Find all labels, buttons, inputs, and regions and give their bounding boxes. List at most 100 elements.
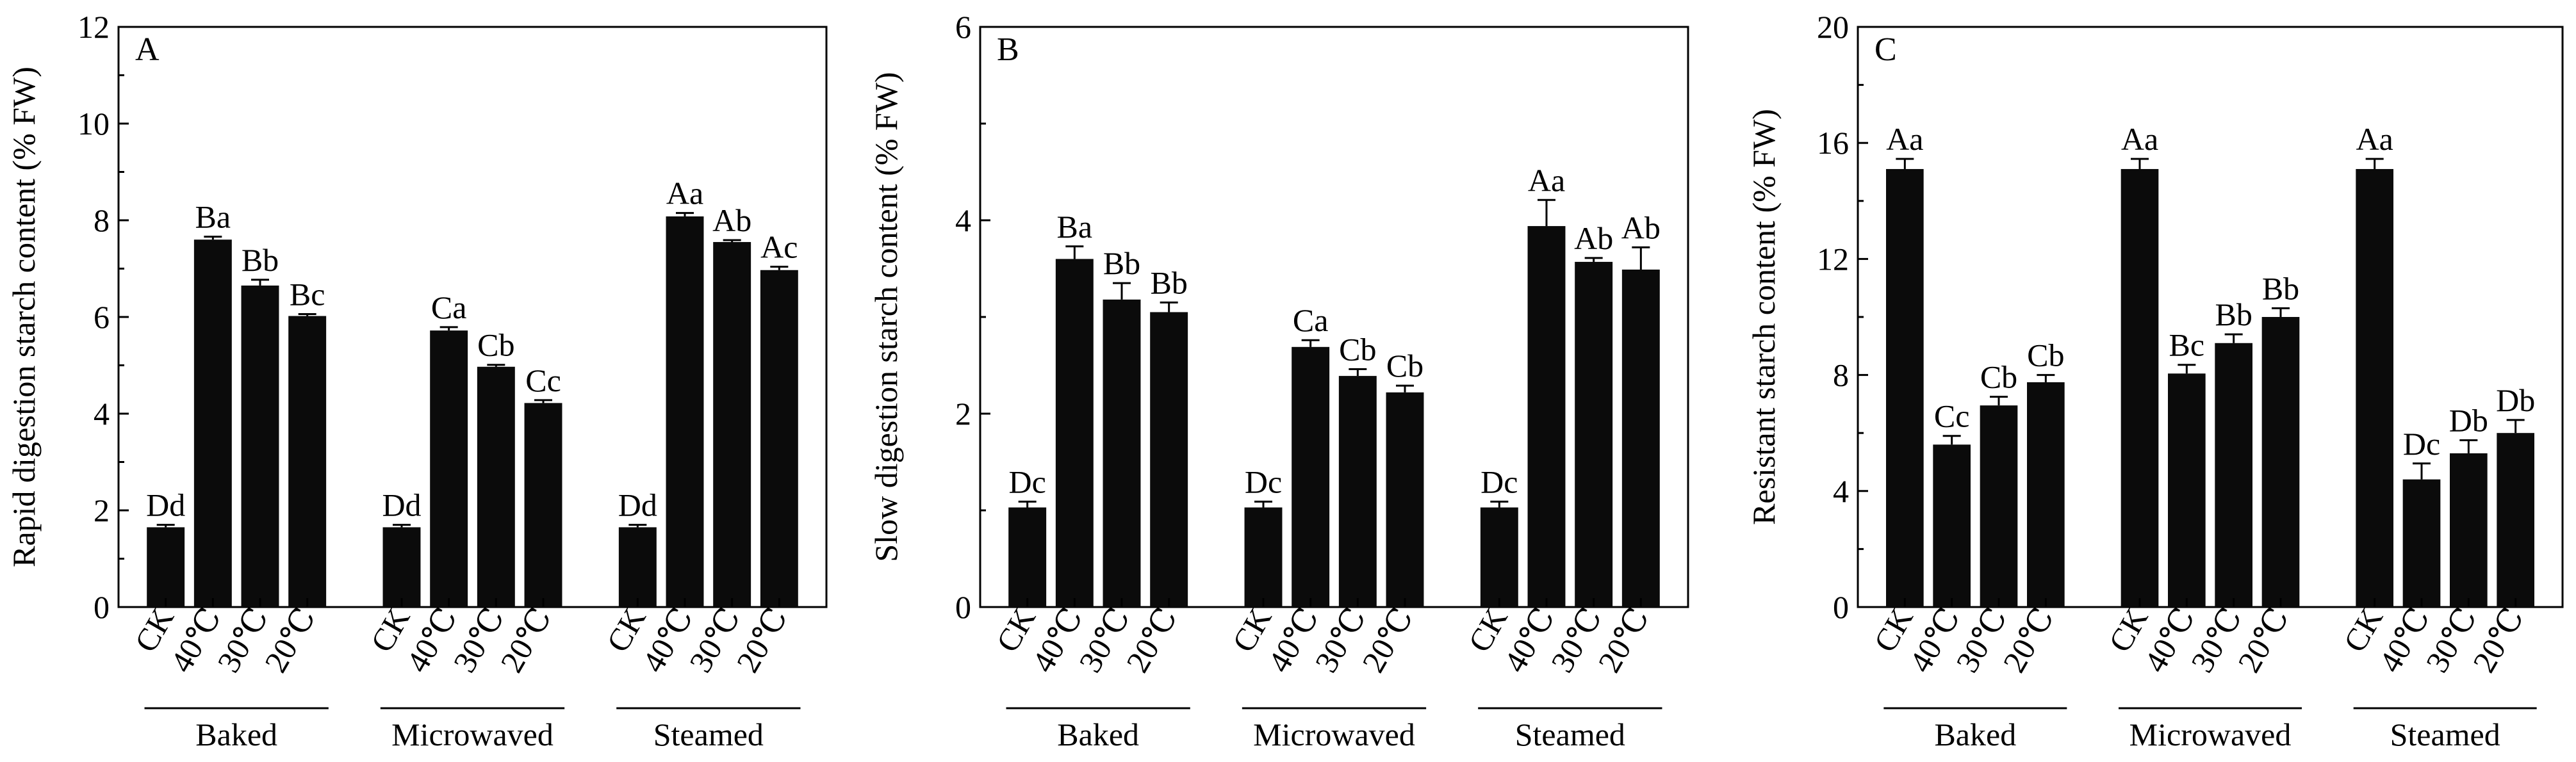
bar [1150,312,1188,607]
significance-label: Bc [290,276,325,312]
bar [1527,226,1566,607]
bar [1480,507,1518,607]
y-tick-label: 12 [1817,241,1849,277]
y-axis-label: Rapid digestion starch content (% FW) [6,67,42,567]
y-tick-label: 4 [1833,473,1849,509]
significance-label: Ba [195,199,231,235]
significance-label: Ba [1057,209,1093,245]
bar [2121,168,2159,608]
y-tick-label: 4 [94,396,110,432]
significance-label: Ab [712,202,751,238]
bar [477,366,515,607]
x-tick-label: 20℃ [1996,602,2060,679]
group-label: Steamed [1515,717,1625,752]
bar [430,330,468,607]
y-tick-label: 10 [78,106,110,142]
bar [1055,259,1094,607]
significance-label: Ca [431,289,467,325]
x-tick-label: 30℃ [1308,602,1372,679]
bar [618,527,657,607]
x-tick-label: 20℃ [2231,602,2295,679]
x-tick-label: 40℃ [2137,602,2201,679]
significance-label: Dc [2403,426,2440,462]
bar [713,241,751,608]
bar [1103,299,1141,607]
x-tick-label: 30℃ [682,602,747,679]
bar [1575,261,1613,607]
significance-label: Ab [1574,220,1613,256]
x-tick-label: 20℃ [258,602,322,679]
significance-label: Bb [1150,264,1187,300]
y-tick-label: 0 [94,589,110,625]
significance-label: Aa [2356,121,2393,157]
significance-label: Dc [1245,464,1282,499]
bar [2027,382,2065,607]
group-label: Baked [195,717,277,752]
bar [666,216,704,608]
panel-label: B [997,31,1019,68]
significance-label: Cc [525,362,561,398]
significance-label: Dc [1481,464,1518,499]
bar [1244,507,1283,607]
significance-label: Bb [2262,270,2299,306]
significance-label: Db [2496,382,2535,418]
x-tick-label: 30℃ [2184,602,2249,679]
x-tick-label: 30℃ [1949,602,2014,679]
significance-label: Dd [146,487,185,523]
x-tick-label: 30℃ [1072,602,1136,679]
bar [1008,507,1047,607]
group-label: Microwaved [391,717,554,752]
y-tick-label: 6 [955,9,971,45]
y-tick-label: 8 [1833,357,1849,393]
bar [382,527,421,607]
x-tick-label: 20℃ [1119,602,1184,679]
x-tick-label: 40℃ [2372,602,2436,679]
x-tick-label: 40℃ [399,602,464,679]
x-tick-label: 40℃ [163,602,227,679]
bar [2450,453,2488,607]
significance-label: Ab [1621,209,1661,245]
y-tick-label: 8 [94,202,110,238]
significance-label: Cb [1980,359,2017,395]
significance-label: Bb [242,242,279,278]
x-tick-label: 30℃ [2418,602,2483,679]
significance-label: Aa [1528,162,1565,198]
x-tick-label: 20℃ [729,602,794,679]
x-tick-label: 20℃ [1591,602,1655,679]
group-label: Microwaved [2129,717,2292,752]
panel-label: A [135,31,160,68]
significance-label: Bb [2215,296,2252,332]
bar [1886,168,1924,608]
bar [2168,373,2206,607]
x-tick-label: 40℃ [1024,602,1089,679]
x-tick-label: 30℃ [210,602,275,679]
bar [1980,405,2018,607]
bar [147,527,185,607]
y-tick-label: 6 [94,299,110,335]
x-tick-label: 20℃ [493,602,558,679]
bar [288,316,327,607]
significance-label: Cb [2027,337,2064,373]
bar [2402,479,2441,607]
x-tick-label: 40℃ [1497,602,1561,679]
y-tick-label: 2 [955,396,971,432]
x-tick-label: 20℃ [1355,602,1420,679]
chart-panel-A: 0 2 4 6 8 10 12 Rapid digestion starch content … [6,9,828,752]
y-tick-label: 20 [1817,9,1849,45]
bar [1933,444,1971,607]
significance-label: Bb [1103,245,1140,281]
significance-label: Cb [1339,332,1376,368]
x-tick-label: 30℃ [446,602,511,679]
x-tick-label: 40℃ [635,602,700,679]
chart-panel-B: 0 2 4 6 Slow digestion starch content (% FW)… [868,9,1689,752]
significance-label: Ca [1293,302,1329,338]
x-tick-label: 20℃ [2466,602,2531,679]
significance-label: Cb [1386,348,1423,384]
bar [2261,317,2300,607]
x-tick-label: 40℃ [1902,602,1967,679]
significance-label: Ac [760,229,798,264]
x-tick-label: 40℃ [1261,602,1325,679]
significance-label: Dd [618,487,657,523]
y-tick-label: 4 [955,202,971,238]
